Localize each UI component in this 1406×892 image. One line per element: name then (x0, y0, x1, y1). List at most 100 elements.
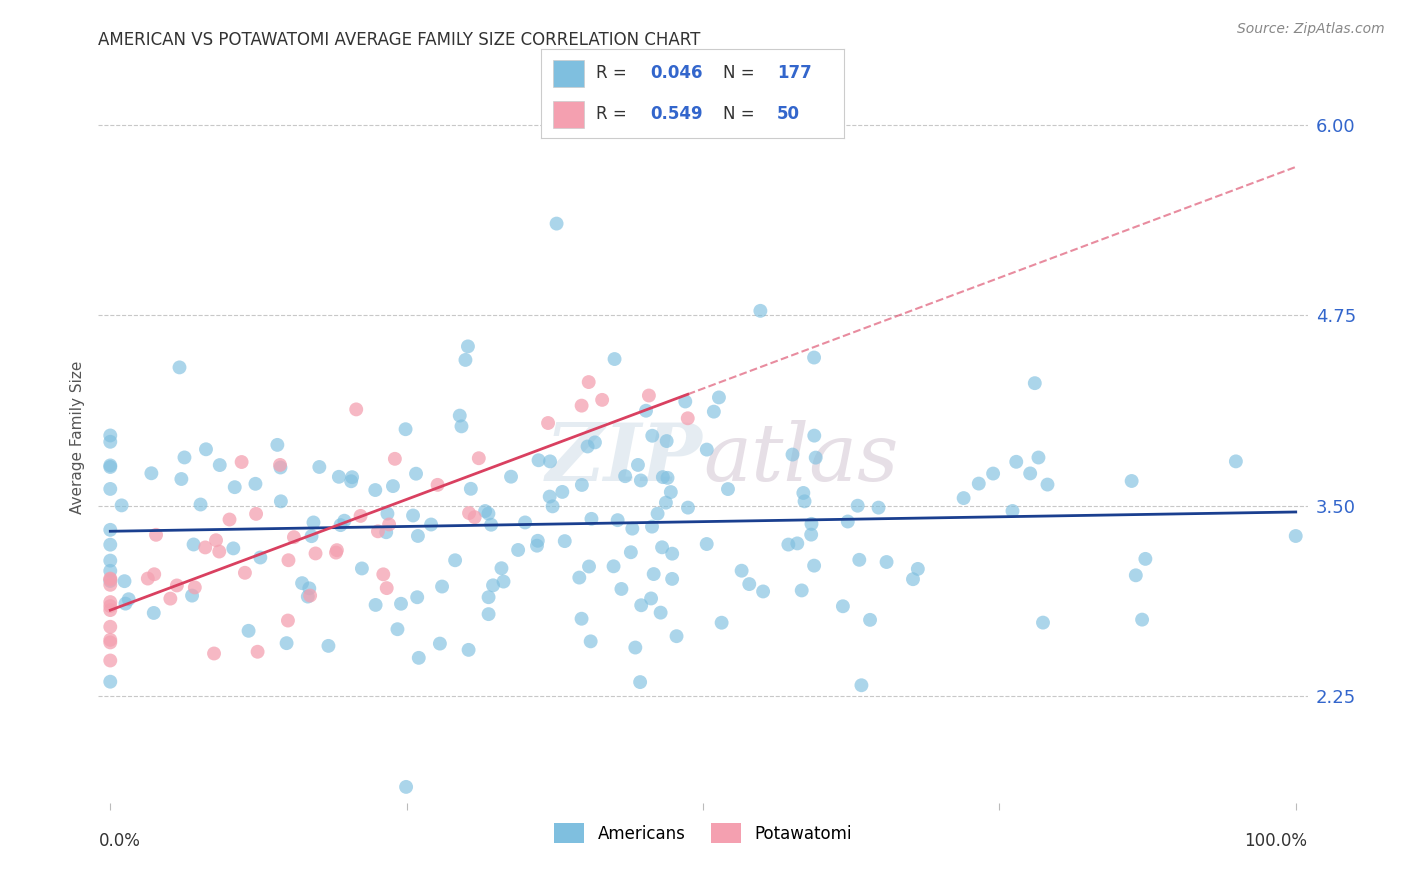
Point (170, 472, 193, 486)
Point (429, 637, 451, 651)
Point (576, 440, 599, 454)
Point (967, 476, 990, 491)
Point (98, 523, 121, 537)
Text: AMERICAN VS POTAWATOMI AVERAGE FAMILY SIZE CORRELATION CHART: AMERICAN VS POTAWATOMI AVERAGE FAMILY SI… (98, 31, 700, 49)
Point (1285, 529, 1308, 543)
Point (696, 442, 718, 457)
Point (1019, 467, 1042, 481)
Point (218, 512, 240, 526)
Point (110, 499, 132, 513)
Point (851, 678, 873, 692)
Point (194, 541, 217, 555)
Point (837, 515, 859, 529)
Point (98, 599, 121, 613)
Point (1001, 504, 1024, 518)
Point (499, 469, 522, 483)
Point (364, 598, 387, 612)
Point (803, 558, 825, 573)
Point (224, 480, 246, 494)
Point (458, 506, 481, 520)
Point (578, 559, 600, 574)
Point (651, 470, 673, 484)
Point (98, 458, 121, 473)
Point (406, 591, 429, 605)
Point (98, 538, 121, 552)
Point (581, 512, 603, 526)
Point (136, 572, 159, 586)
Point (394, 422, 416, 436)
Point (205, 533, 228, 548)
Point (98, 632, 121, 647)
Point (1225, 454, 1247, 468)
Point (98, 553, 121, 567)
Point (328, 470, 350, 484)
Point (430, 580, 453, 594)
Point (98, 595, 121, 609)
Point (350, 561, 373, 575)
Point (190, 498, 212, 512)
Point (477, 507, 499, 521)
Point (778, 537, 800, 551)
Point (377, 507, 399, 521)
Point (468, 451, 491, 466)
Text: Source: ZipAtlas.com: Source: ZipAtlas.com (1237, 22, 1385, 37)
Point (630, 474, 652, 488)
Point (142, 606, 165, 620)
Point (326, 543, 349, 558)
Point (707, 391, 730, 405)
Point (641, 519, 664, 533)
Point (578, 375, 600, 389)
Point (1135, 552, 1157, 566)
Point (408, 650, 430, 665)
Point (329, 518, 352, 533)
Point (657, 471, 679, 485)
Point (583, 435, 606, 450)
Point (538, 490, 561, 504)
Point (184, 581, 207, 595)
Point (901, 572, 924, 586)
Point (981, 467, 1004, 481)
Point (527, 453, 550, 467)
Point (269, 460, 291, 475)
Point (304, 546, 326, 560)
Point (620, 545, 643, 559)
Point (1036, 477, 1059, 491)
Point (846, 499, 869, 513)
Text: ZIP: ZIP (546, 420, 703, 498)
Point (449, 409, 471, 423)
Point (297, 590, 319, 604)
Point (389, 597, 412, 611)
Point (173, 450, 195, 465)
Point (474, 504, 496, 518)
Point (208, 458, 231, 472)
Point (202, 647, 225, 661)
Point (661, 572, 683, 586)
Point (245, 476, 267, 491)
Point (537, 416, 560, 430)
Point (638, 388, 661, 402)
Point (703, 404, 725, 418)
Point (98, 574, 121, 588)
Point (1130, 613, 1153, 627)
Point (325, 545, 347, 559)
Text: 100.0%: 100.0% (1244, 832, 1308, 850)
Point (98, 653, 121, 667)
Point (384, 451, 406, 466)
Legend: Americans, Potawatomi: Americans, Potawatomi (548, 817, 858, 849)
Point (800, 527, 823, 541)
Point (195, 442, 218, 457)
Point (513, 516, 536, 530)
Point (508, 543, 530, 558)
Point (231, 455, 253, 469)
Point (782, 448, 804, 462)
Point (457, 339, 479, 353)
Point (373, 567, 395, 582)
Point (340, 470, 363, 484)
Point (477, 591, 499, 605)
Point (143, 567, 166, 582)
Point (145, 528, 167, 542)
Point (730, 564, 752, 578)
FancyBboxPatch shape (554, 60, 583, 87)
Point (375, 581, 398, 595)
Point (738, 577, 761, 591)
